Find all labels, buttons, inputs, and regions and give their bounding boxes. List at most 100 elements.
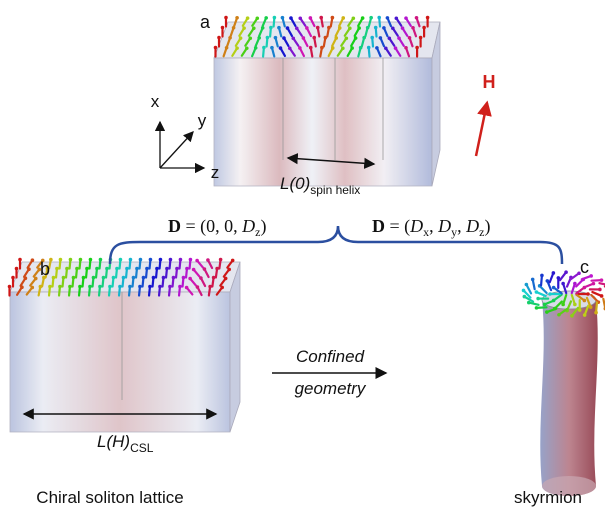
csl-box bbox=[10, 262, 240, 432]
spin-head bbox=[217, 36, 221, 40]
spin-head bbox=[195, 259, 199, 263]
spin-head bbox=[545, 310, 549, 314]
spin-head bbox=[102, 276, 106, 280]
field-arrow bbox=[476, 103, 487, 156]
spin-head bbox=[149, 258, 153, 262]
spin-head bbox=[288, 46, 292, 50]
dmi-right: D = (Dx, Dy, Dz) bbox=[372, 216, 490, 239]
spin-head bbox=[88, 285, 92, 289]
spin-head bbox=[277, 26, 281, 30]
spin-head bbox=[69, 258, 73, 262]
spin-head bbox=[139, 258, 143, 262]
spin-head bbox=[374, 26, 378, 30]
spin-head bbox=[48, 285, 52, 289]
spin-head bbox=[589, 305, 593, 309]
spin-head bbox=[552, 286, 556, 290]
spin-head bbox=[269, 26, 273, 30]
spin-head bbox=[225, 46, 229, 50]
spin-head bbox=[286, 26, 290, 30]
spin-head bbox=[62, 276, 66, 280]
spin-head bbox=[298, 46, 302, 50]
spin-head bbox=[359, 46, 363, 50]
spin-head bbox=[135, 267, 139, 271]
spin-head bbox=[570, 314, 574, 318]
spin-head bbox=[394, 46, 398, 50]
spin-head bbox=[196, 285, 200, 289]
spin-head bbox=[27, 267, 31, 271]
spin-head bbox=[59, 258, 63, 262]
spin-head bbox=[370, 36, 374, 40]
spin-head bbox=[600, 278, 604, 282]
spin-head bbox=[583, 313, 587, 317]
spin-head bbox=[242, 26, 246, 30]
spin-head bbox=[178, 285, 182, 289]
panel-label: a bbox=[200, 12, 211, 32]
spin-head bbox=[203, 267, 207, 271]
spin-head bbox=[31, 258, 35, 262]
spin-head bbox=[350, 46, 354, 50]
spin-head bbox=[224, 277, 228, 281]
skyrmion-tube bbox=[540, 291, 597, 496]
spin-head bbox=[411, 26, 415, 30]
spin-head bbox=[182, 276, 186, 280]
spin-head bbox=[369, 16, 373, 20]
spin-head bbox=[375, 46, 379, 50]
figure: x y z H L(0)spin helix L(H)CSL D = (0, 0… bbox=[0, 0, 605, 511]
spin-head bbox=[361, 16, 365, 20]
spin-head bbox=[345, 36, 349, 40]
spin-head bbox=[148, 285, 152, 289]
spin-head bbox=[212, 276, 216, 280]
spin-head bbox=[105, 267, 109, 271]
spin-head bbox=[58, 285, 62, 289]
spin bbox=[599, 283, 605, 285]
spin-head bbox=[79, 258, 83, 262]
spin-head bbox=[227, 268, 231, 272]
spin-head bbox=[352, 16, 356, 20]
spin-head bbox=[531, 278, 535, 282]
spin-head bbox=[291, 36, 295, 40]
spin-head bbox=[30, 286, 34, 290]
spin-head bbox=[305, 26, 309, 30]
spin-head bbox=[199, 276, 203, 280]
spin-head bbox=[68, 285, 72, 289]
spin-head bbox=[543, 303, 547, 307]
spin-head bbox=[522, 289, 526, 293]
spin-head bbox=[118, 285, 122, 289]
spin-head bbox=[525, 283, 529, 287]
spin-head bbox=[422, 26, 426, 30]
spin-head bbox=[159, 258, 163, 262]
axis-label: y bbox=[198, 111, 207, 130]
panel-label: c bbox=[580, 257, 589, 277]
field-label: H bbox=[483, 72, 496, 92]
spin-head bbox=[523, 295, 527, 299]
spin-head bbox=[18, 258, 22, 262]
spin-head bbox=[309, 46, 313, 50]
spin-head bbox=[214, 46, 218, 50]
spin-head bbox=[235, 46, 239, 50]
spin-head bbox=[179, 258, 183, 262]
spin-head bbox=[573, 303, 577, 307]
spin-head bbox=[338, 26, 342, 30]
spin-head bbox=[257, 36, 261, 40]
spin-head bbox=[188, 277, 192, 281]
spin-head bbox=[295, 26, 299, 30]
spin-head bbox=[404, 46, 408, 50]
spin-head bbox=[388, 36, 392, 40]
spin-head bbox=[546, 279, 550, 283]
spin-head bbox=[341, 46, 345, 50]
spin-head bbox=[92, 276, 96, 280]
spin-head bbox=[52, 276, 56, 280]
spin-head bbox=[348, 26, 352, 30]
spin-head bbox=[185, 267, 189, 271]
spin-head bbox=[535, 306, 539, 310]
spin-head bbox=[357, 26, 361, 30]
spin-head bbox=[282, 36, 286, 40]
spin-head bbox=[261, 26, 265, 30]
spin-head bbox=[142, 276, 146, 280]
spin-head bbox=[384, 46, 388, 50]
spin-head bbox=[598, 288, 602, 292]
spin-head bbox=[85, 267, 89, 271]
spin-head bbox=[270, 46, 274, 50]
spin-head bbox=[168, 285, 172, 289]
panel-label: b bbox=[40, 259, 50, 279]
